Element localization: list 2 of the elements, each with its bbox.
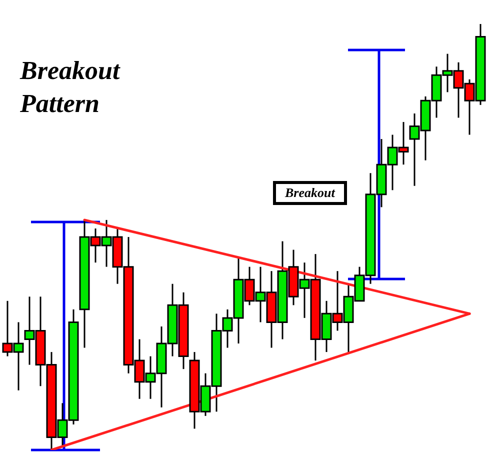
text: Breakout Pattern xyxy=(20,55,122,120)
annotation: Breakout xyxy=(273,181,347,205)
